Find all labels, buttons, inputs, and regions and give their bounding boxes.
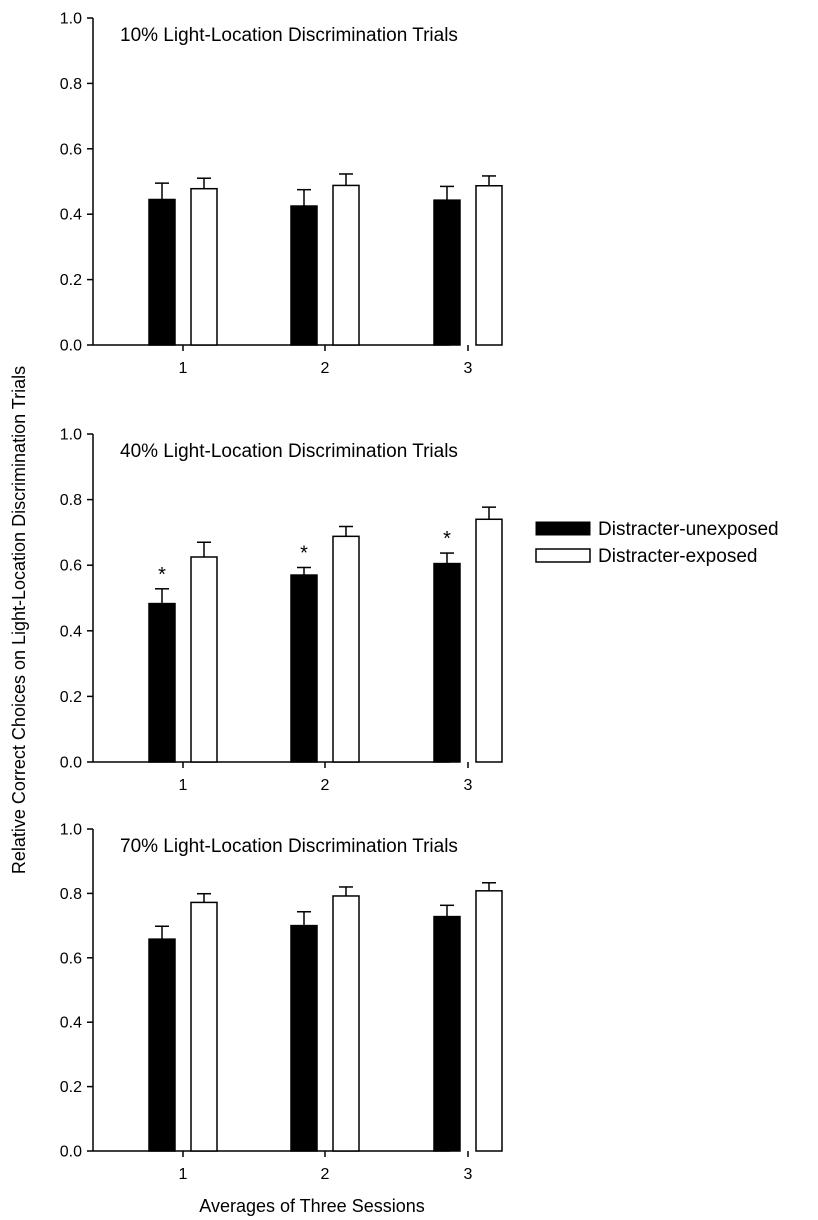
x-tick-label: 3 [464,777,473,794]
chart-panel-2: 0.0 0.2 0.4 0.6 0.8 1.0 1 2 3 * * * 40% Light-Locati… [60,427,503,794]
y-tick-label: 0.4 [60,623,82,640]
y-tick-label: 0.8 [60,76,82,93]
x-tick-label: 3 [464,360,473,377]
bar [433,915,461,1152]
significance-marker: * [443,528,451,550]
bar [290,574,318,763]
chart-panels: 0.0 0.2 0.4 0.6 0.8 1.0 1 2 3 10% Light-Location … [60,11,503,1183]
x-tick-label: 2 [321,1166,330,1183]
y-tick-label: 0.8 [60,886,82,903]
x-tick-label: 1 [179,360,188,377]
bar [190,187,218,346]
y-tick-label: 0.0 [60,338,82,355]
y-axis-label: Relative Correct Choices on Light-Locati… [9,366,29,874]
y-tick-label: 0.2 [60,1079,82,1096]
significance-marker: * [158,564,166,586]
legend-label-exposed: Distracter-exposed [598,546,757,567]
legend: Distracter-unexposed Distracter-exposed [535,519,779,567]
bar [190,556,218,763]
bar [433,199,461,346]
bar [332,895,360,1152]
legend-swatch-exposed [535,548,591,563]
y-tick-label: 0.0 [60,755,82,772]
bar [190,901,218,1152]
bar [475,518,503,763]
legend-swatch-unexposed [535,521,591,536]
legend-label-unexposed: Distracter-unexposed [598,519,779,540]
y-tick-label: 0.8 [60,492,82,509]
y-tick-label: 1.0 [60,11,82,28]
x-tick-label: 2 [321,360,330,377]
bar [475,890,503,1152]
y-tick-label: 0.2 [60,272,82,289]
bar [433,562,461,763]
bar [475,185,503,346]
y-tick-label: 1.0 [60,822,82,839]
x-axis-label: Averages of Three Sessions [199,1196,424,1216]
x-tick-label: 3 [464,1166,473,1183]
x-tick-label: 1 [179,777,188,794]
bar [148,602,176,763]
bar [148,198,176,346]
y-tick-label: 0.6 [60,950,82,967]
y-tick-label: 1.0 [60,427,82,444]
chart-panel-1: 0.0 0.2 0.4 0.6 0.8 1.0 1 2 3 10% Light-Location … [60,11,503,377]
y-tick-label: 0.0 [60,1144,82,1161]
x-tick-label: 2 [321,777,330,794]
y-tick-label: 0.6 [60,141,82,158]
bar [290,924,318,1152]
panel-title: 40% Light-Location Discrimination Trials [120,441,458,462]
x-tick-label: 1 [179,1166,188,1183]
y-tick-label: 0.4 [60,1015,82,1032]
bar [148,938,176,1152]
y-tick-label: 0.4 [60,207,82,224]
significance-marker: * [300,542,308,564]
y-tick-label: 0.6 [60,558,82,575]
panel-title: 70% Light-Location Discrimination Trials [120,836,458,857]
bar [290,205,318,346]
bar [332,535,360,763]
chart-panel-3: 0.0 0.2 0.4 0.6 0.8 1.0 1 2 3 70% Light-Location … [60,822,503,1183]
y-tick-label: 0.2 [60,689,82,706]
panel-title: 10% Light-Location Discrimination Trials [120,25,458,46]
bar [332,184,360,346]
